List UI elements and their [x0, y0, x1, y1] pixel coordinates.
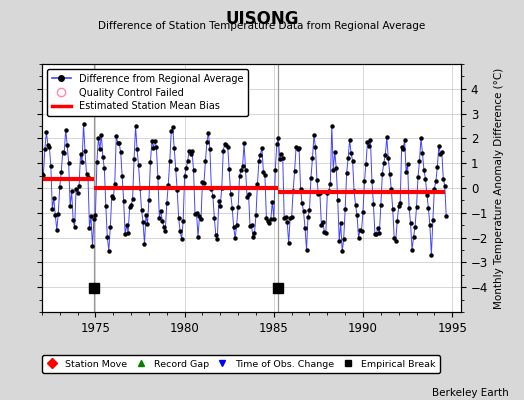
Legend: Station Move, Record Gap, Time of Obs. Change, Empirical Break: Station Move, Record Gap, Time of Obs. C…: [42, 355, 440, 373]
Text: Berkeley Earth: Berkeley Earth: [432, 388, 508, 398]
Text: Difference of Station Temperature Data from Regional Average: Difference of Station Temperature Data f…: [99, 21, 425, 31]
Text: UISONG: UISONG: [225, 10, 299, 28]
Legend: Difference from Regional Average, Quality Control Failed, Estimated Station Mean: Difference from Regional Average, Qualit…: [47, 69, 248, 116]
Y-axis label: Monthly Temperature Anomaly Difference (°C): Monthly Temperature Anomaly Difference (…: [494, 67, 504, 309]
